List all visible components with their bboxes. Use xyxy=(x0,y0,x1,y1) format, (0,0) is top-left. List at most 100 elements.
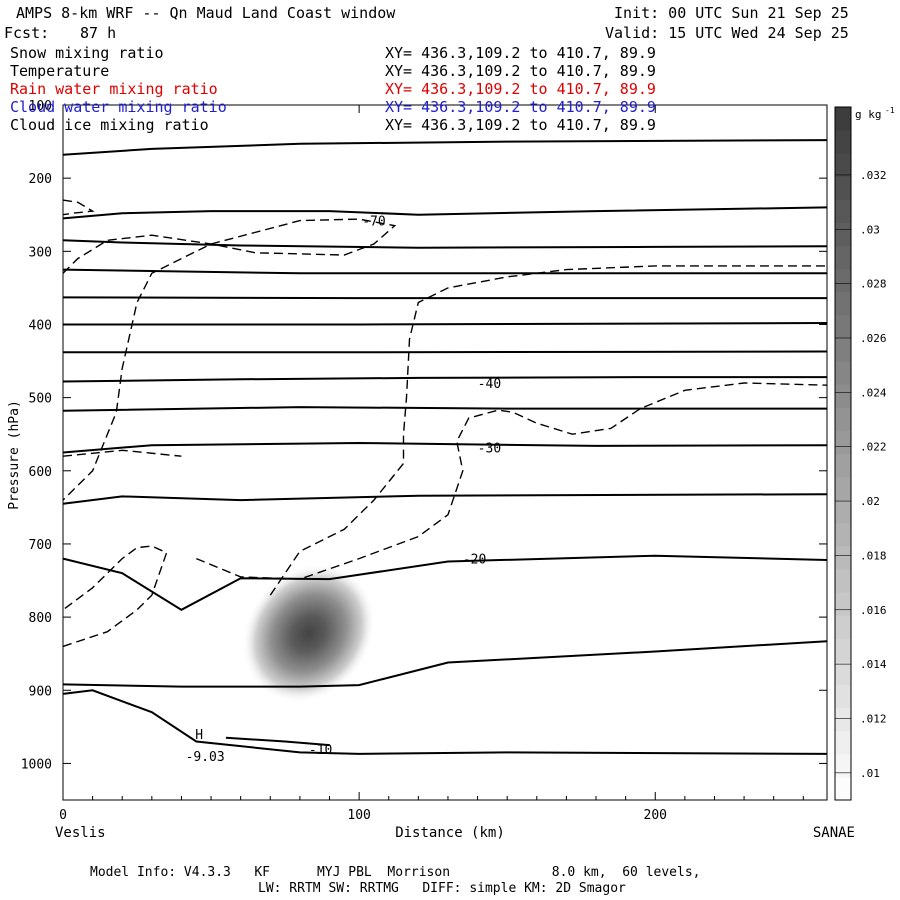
colorbar-tick-label: .01 xyxy=(860,767,880,780)
x-tick-label: 100 xyxy=(347,808,370,823)
ice-contour xyxy=(196,382,828,580)
y-tick-label: 200 xyxy=(29,172,52,187)
colorbar-swatch xyxy=(835,545,851,570)
colorbar-swatch xyxy=(835,107,851,131)
ice-contour xyxy=(269,265,827,596)
colorbar-tick-label: .018 xyxy=(860,549,887,562)
field-name: Cloud ice mixing ratio xyxy=(10,116,209,134)
colorbar-swatch xyxy=(835,430,851,454)
y-tick-label: 800 xyxy=(29,611,52,626)
temperature-contour xyxy=(62,493,828,505)
colorbar-swatch xyxy=(835,569,851,593)
colorbar-swatch xyxy=(835,222,851,247)
colorbar-swatch xyxy=(835,130,851,154)
field-xy: XY= 436.3,109.2 to 410.7, 89.9 xyxy=(385,44,656,62)
colorbar-swatch xyxy=(835,268,851,293)
contour-label: -70 xyxy=(362,215,385,230)
temperature-contour xyxy=(62,554,828,611)
header-fcst-label: Fcst: xyxy=(4,24,50,42)
contour-label: -20 xyxy=(463,553,486,568)
colorbar-tick-label: .02 xyxy=(860,495,880,508)
plot-frame xyxy=(62,104,828,801)
x-tick-label: 0 xyxy=(59,808,67,823)
colorbar-swatch xyxy=(835,522,851,547)
footer-line1: Model Info: V4.3.3 KF MYJ PBL Morrison 8… xyxy=(90,865,701,880)
field-xy: XY= 436.3,109.2 to 410.7, 89.9 xyxy=(385,116,656,134)
y-tick-label: 900 xyxy=(29,684,52,699)
field-xy: XY= 436.3,109.2 to 410.7, 89.9 xyxy=(385,80,656,98)
colorbar-tick-label: .028 xyxy=(860,278,887,291)
colorbar-swatch xyxy=(835,153,851,177)
snow-mixing-ratio-blob xyxy=(241,563,376,703)
temperature-contour xyxy=(63,350,828,354)
ice-contour xyxy=(62,199,95,216)
field-name: Cloud water mixing ratio xyxy=(10,98,227,116)
right-endpoint-label: SANAE xyxy=(813,825,855,841)
colorbar-swatch xyxy=(835,753,851,778)
temperature-contour xyxy=(62,376,827,383)
field-name: Temperature xyxy=(10,62,110,80)
colorbar-swatch xyxy=(835,407,851,431)
footer-line2: LW: RRTM SW: RRTMG DIFF: simple KM: 2D S… xyxy=(258,881,626,896)
colorbar-swatch xyxy=(835,730,851,755)
header-valid: Valid: 15 UTC Wed 24 Sep 25 xyxy=(605,24,849,42)
temperature-contour xyxy=(63,322,828,326)
colorbar-tick-label: .024 xyxy=(860,386,887,399)
y-tick-label: 400 xyxy=(29,318,52,333)
colorbar-swatch xyxy=(835,615,851,639)
y-axis-title: Pressure (hPa) xyxy=(7,400,22,510)
colorbar-swatch xyxy=(835,176,851,200)
field-name: Snow mixing ratio xyxy=(10,44,164,62)
field-xy: XY= 436.3,109.2 to 410.7, 89.9 xyxy=(385,98,656,116)
contour-label: -9.03 xyxy=(186,750,225,765)
ice-contour xyxy=(62,449,182,457)
colorbar-frame xyxy=(834,106,852,801)
temperature-contour xyxy=(62,296,827,300)
temperature-contour xyxy=(62,268,827,275)
colorbar-swatch xyxy=(835,291,851,316)
contour-label: -30 xyxy=(478,441,501,456)
field-xy: XY= 436.3,109.2 to 410.7, 89.9 xyxy=(385,62,656,80)
colorbar-tick-label: .012 xyxy=(860,712,887,725)
colorbar-tick-label: .016 xyxy=(860,604,887,617)
x-axis-title: Distance (km) xyxy=(395,825,505,841)
colorbar-swatch xyxy=(835,638,851,662)
colorbar-tick-label: .03 xyxy=(860,223,880,236)
y-tick-label: 700 xyxy=(29,538,52,553)
header-title: AMPS 8-km WRF -- Qn Maud Land Coast wind… xyxy=(16,4,396,22)
header-fcst-value: 87 h xyxy=(80,24,117,42)
temperature-contour xyxy=(225,736,330,747)
colorbar-tick-label: .026 xyxy=(860,332,887,345)
colorbar-swatch xyxy=(835,476,851,501)
colorbar-tick-label: .014 xyxy=(860,658,887,671)
y-tick-label: 500 xyxy=(29,392,52,407)
colorbar-swatch xyxy=(835,776,851,801)
contour-label: -10 xyxy=(309,743,332,758)
colorbar-swatch xyxy=(835,661,851,685)
colorbar-swatch xyxy=(835,592,851,616)
ice-contour xyxy=(62,545,168,648)
temperature-contour xyxy=(62,406,827,412)
y-tick-label: 300 xyxy=(29,245,52,260)
colorbar-swatch xyxy=(835,245,851,270)
colorbar-swatch xyxy=(835,338,851,362)
header-init: Init: 00 UTC Sun 21 Sep 25 xyxy=(614,4,849,22)
colorbar-swatch xyxy=(835,707,851,732)
colorbar-units-exponent: -1 xyxy=(885,106,895,115)
colorbar-swatch xyxy=(835,361,851,385)
y-tick-label: 600 xyxy=(29,465,52,480)
colorbar-tick-label: .032 xyxy=(860,169,887,182)
x-tick-label: 200 xyxy=(644,808,667,823)
temperature-contour xyxy=(62,206,828,220)
contour-label: -40 xyxy=(478,377,501,392)
temperature-contour xyxy=(62,139,828,156)
colorbar-tick-label: .022 xyxy=(860,441,887,454)
colorbar-swatch xyxy=(835,199,851,223)
temperature-contour xyxy=(62,239,828,249)
colorbar-swatch xyxy=(835,684,851,709)
temperature-contour xyxy=(62,640,828,688)
left-endpoint-label: Veslis xyxy=(55,825,106,841)
colorbar-swatch xyxy=(835,499,851,524)
contour-label: H xyxy=(195,728,203,743)
